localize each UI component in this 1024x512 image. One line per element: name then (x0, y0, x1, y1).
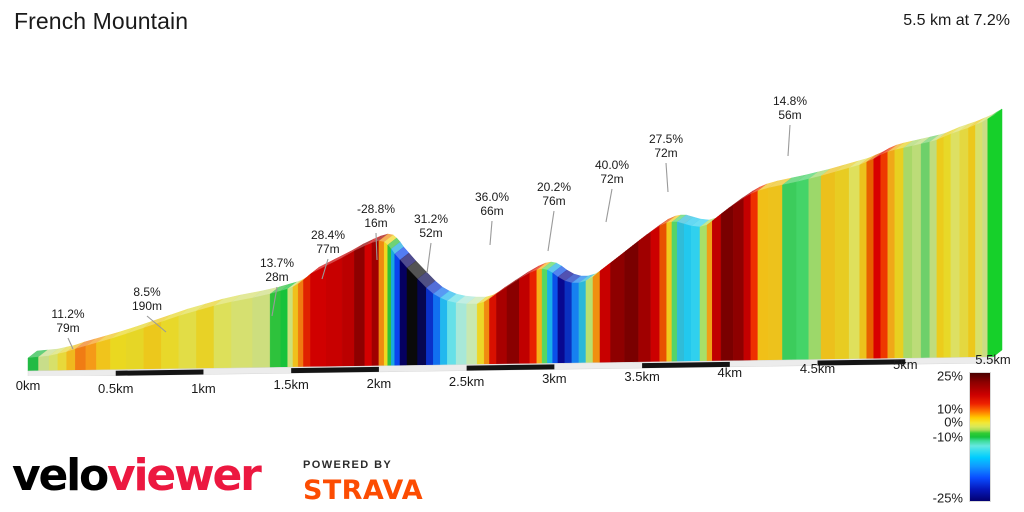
annotation-gradient: 14.8% (772, 94, 808, 108)
annotation-length: 76m (542, 193, 566, 208)
profile-end-cap (992, 108, 1003, 358)
annotation-gradient: 13.7% (259, 256, 295, 270)
x-axis-tick-label: 2km (366, 376, 392, 391)
x-axis-tick-label: 1km (191, 381, 216, 396)
profile-front-faces (27, 115, 994, 372)
page-title: French Mountain (14, 8, 189, 34)
annotation-length: 56m (778, 107, 802, 122)
annotation-length: 16m (364, 215, 388, 230)
profile-annotation: 20.2% 76m (536, 180, 572, 208)
gradient-colorbar-gradient (969, 372, 991, 502)
annotation-gradient: -28.8% (356, 202, 396, 216)
annotation-leader-line (665, 162, 669, 193)
annotation-gradient: 11.2% (51, 307, 85, 321)
distance-scale-bar (27, 356, 994, 376)
annotation-gradient: 36.0% (474, 190, 510, 204)
x-axis-tick-label: 5km (892, 357, 918, 372)
profile-annotation: 36.0% 66m (474, 190, 510, 218)
x-axis-tick-label: 4.5km (799, 361, 836, 376)
veloviewer-logo[interactable]: veloviewer (12, 450, 262, 502)
x-axis-tick-label: 5.5km (975, 352, 1011, 367)
x-axis-tick-label: 4km (717, 365, 743, 380)
annotation-gradient: 20.2% (536, 180, 572, 194)
annotation-gradient: 40.0% (594, 158, 630, 172)
annotation-length: 77m (316, 241, 340, 256)
annotation-leader-line (67, 337, 74, 350)
annotation-leader-line (605, 188, 613, 223)
annotation-leader-line (787, 124, 791, 157)
annotation-length: 72m (654, 145, 678, 160)
profile-annotation: 11.2% 79m (51, 307, 85, 335)
strava-wordmark: STRAVA (303, 475, 424, 506)
powered-by-label: POWERED BY (303, 459, 393, 471)
x-axis-tick-label: 0.5km (98, 381, 134, 396)
profile-annotation: 27.5% 72m (648, 132, 684, 160)
veloviewer-logo-velo: velo (12, 450, 109, 501)
footer-branding: veloviewer POWERED BY STRAVA (0, 444, 1024, 512)
annotation-length: 66m (480, 203, 504, 218)
x-axis-tick-label: 2.5km (448, 374, 485, 389)
annotation-length: 28m (265, 269, 289, 284)
profile-annotation: 40.0% 72m (594, 158, 630, 186)
annotation-gradient: 8.5% (133, 285, 161, 299)
annotation-gradient: 28.4% (310, 228, 346, 242)
elevation-profile-chart[interactable] (0, 46, 1024, 376)
profile-annotation: 31.2% 52m (413, 212, 449, 240)
annotation-length: 190m (131, 298, 163, 313)
veloviewer-logo-viewer: viewer (107, 450, 262, 501)
profile-annotation: -28.8% 16m (356, 202, 396, 230)
climb-summary-stat: 5.5 km at 7.2% (903, 12, 1010, 29)
annotation-leader-line (271, 286, 278, 317)
annotation-length: 79m (56, 320, 80, 335)
profile-annotation: 14.8% 56m (772, 94, 808, 122)
profile-annotation: 8.5% 190m (131, 285, 163, 313)
gradient-colorbar (969, 372, 991, 502)
annotation-leader-line (146, 315, 167, 333)
x-axis-tick-label: 3km (542, 371, 567, 386)
annotation-gradient: 31.2% (413, 212, 449, 226)
annotation-leader-line (321, 258, 329, 280)
annotation-leader-line (375, 232, 378, 261)
profile-svg (27, 108, 1003, 376)
profile-annotation: 13.7% 28m (259, 256, 295, 284)
annotation-gradient: 27.5% (648, 132, 684, 146)
x-axis-tick-label: 1.5km (273, 377, 309, 392)
annotation-leader-line (489, 220, 493, 246)
annotation-leader-line (547, 210, 555, 252)
x-axis-tick-label: 0km (15, 378, 41, 393)
annotation-length: 72m (600, 171, 624, 186)
profile-annotation: 28.4% 77m (310, 228, 346, 256)
annotation-leader-line (426, 242, 432, 274)
x-axis-tick-label: 3.5km (624, 369, 660, 384)
annotation-length: 52m (419, 225, 443, 240)
